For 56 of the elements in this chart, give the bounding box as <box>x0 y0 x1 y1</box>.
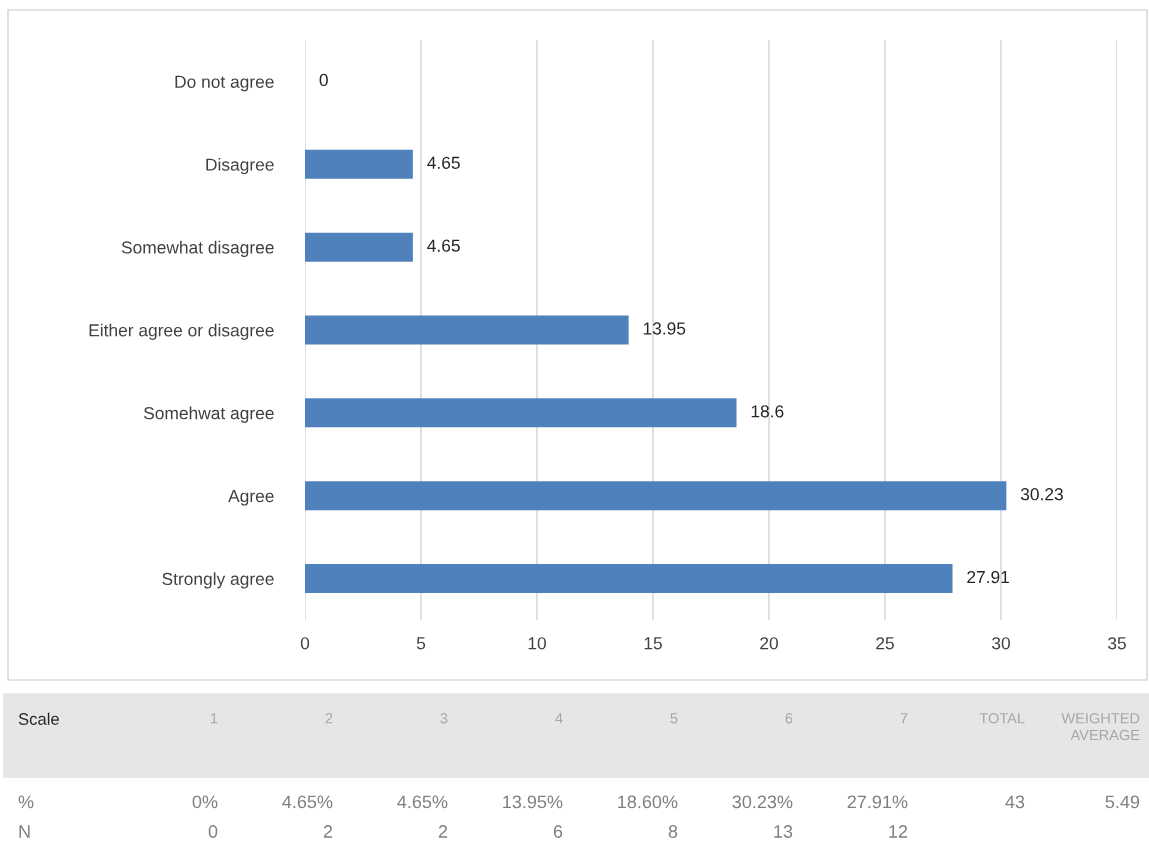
data-label: 0 <box>319 73 328 87</box>
text: 2 <box>325 713 333 724</box>
bar <box>305 564 953 594</box>
text: 4.65% <box>397 795 448 809</box>
data-label: 30.23 <box>1020 488 1063 501</box>
x-tick-label: 30 <box>992 637 1010 650</box>
text: 27.91% <box>847 795 908 809</box>
text: 1 <box>211 713 218 724</box>
text: 4.65% <box>282 795 333 809</box>
text: 13 <box>774 825 793 838</box>
text: 0 <box>208 825 218 838</box>
x-tick-label: 15 <box>644 637 662 650</box>
bar <box>305 149 413 179</box>
x-tick-label: 10 <box>528 637 546 650</box>
x-tick-label: 25 <box>876 637 894 650</box>
text: 2 <box>438 825 448 838</box>
text: 2 <box>323 825 333 838</box>
bar <box>305 315 629 345</box>
y-tick-label: Disagree <box>206 158 274 175</box>
y-tick-label: Somehwat agree <box>143 406 274 423</box>
y-tick-label: Strongly agree <box>162 572 274 589</box>
data-label: 27.91 <box>967 570 1009 584</box>
bar <box>305 398 737 428</box>
text: 5 <box>670 713 678 724</box>
x-tick-label: 20 <box>760 637 778 650</box>
y-tick-label: Do not agree <box>175 75 274 92</box>
text: 30.23% <box>732 795 793 809</box>
text: TOTAL <box>979 713 1025 724</box>
text: 43 <box>1005 795 1025 809</box>
data-label: 18.6 <box>751 405 784 418</box>
text: Scale <box>18 712 59 725</box>
text: 18.60% <box>618 795 678 809</box>
text: 6 <box>785 713 793 724</box>
y-tick-label: Somewhat disagree <box>121 240 274 258</box>
text: 12 <box>889 825 908 838</box>
text: 6 <box>553 825 563 838</box>
x-tick-label: 35 <box>1108 637 1126 650</box>
x-tick-label: 0 <box>300 637 310 650</box>
text: 4 <box>555 713 563 724</box>
text: 0% <box>192 795 218 809</box>
text: N <box>19 825 30 838</box>
y-tick-label: Agree <box>228 490 274 506</box>
bar <box>305 232 413 262</box>
text: 7 <box>900 713 908 724</box>
text: 5.49 <box>1105 795 1140 809</box>
text: 13.95% <box>503 795 563 809</box>
data-label: 4.65 <box>427 156 460 169</box>
text: % <box>18 795 34 809</box>
y-tick-label: Either agree or disagree <box>89 323 274 340</box>
data-label: 13.95 <box>643 322 686 335</box>
text: WEIGHTED AVERAGE <box>1061 713 1140 741</box>
text: 3 <box>440 713 448 724</box>
data-label: 4.65 <box>427 239 460 252</box>
bar <box>305 481 1007 511</box>
x-tick-label: 5 <box>416 637 426 650</box>
text: 8 <box>668 825 678 838</box>
